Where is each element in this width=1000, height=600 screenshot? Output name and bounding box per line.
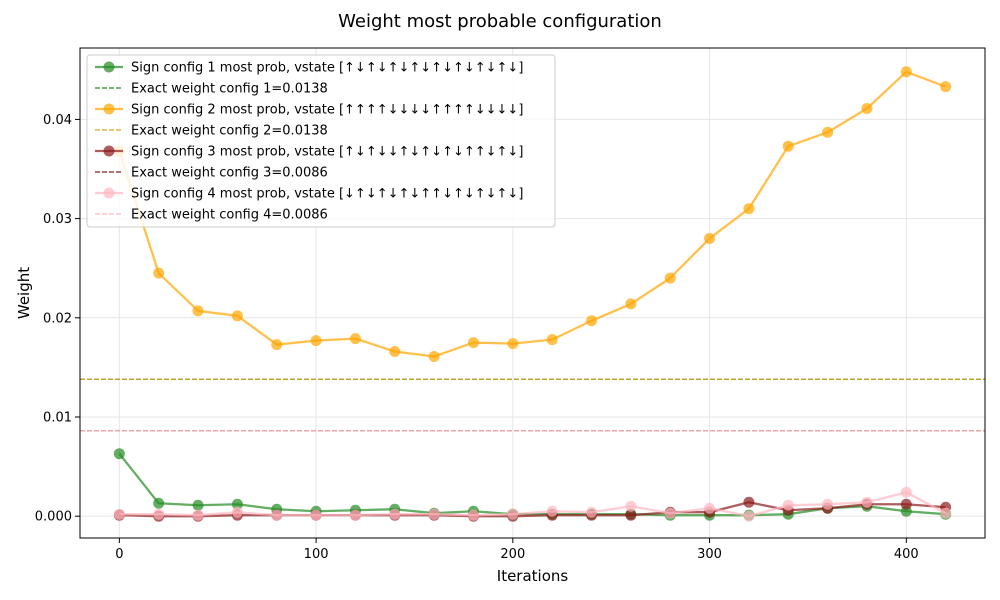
series-2-point (349, 333, 361, 345)
series-2-point (822, 126, 834, 138)
series-2-point (428, 350, 440, 362)
plot-frame (79, 47, 986, 539)
legend-label: Exact weight config 2=0.0138 (131, 124, 328, 139)
series-1-point (113, 448, 125, 460)
x-tick-label: 0 (115, 547, 123, 562)
x-tick-label: 300 (697, 547, 722, 562)
series-4-point (940, 507, 952, 519)
series-1-point (231, 498, 243, 510)
legend-swatch-marker (103, 145, 115, 157)
series-4 (113, 486, 952, 522)
legend-swatch-marker (103, 187, 115, 199)
series-2-point (271, 339, 283, 351)
series-4-point (389, 508, 401, 520)
y-axis-title: Weight (15, 267, 33, 319)
series-4-point (664, 507, 676, 519)
series-2-point (192, 305, 204, 317)
series-4-point (507, 508, 519, 520)
series-2-point (625, 298, 637, 310)
y-tick-label: 0.02 (43, 311, 72, 326)
series-4-point (271, 509, 283, 521)
series-line-4 (119, 491, 947, 518)
legend-label: Exact weight config 4=0.0086 (131, 208, 328, 223)
series-4-point (231, 506, 243, 518)
series-2-point (782, 140, 794, 152)
series-line-3 (119, 501, 946, 518)
exact-weight-lines (80, 378, 985, 432)
legend-label: Sign config 4 most prob, vstate [↓↑↓↑↓↑↓… (131, 187, 523, 202)
series-2-point (900, 66, 912, 78)
series-4-point (782, 499, 794, 511)
series-1-point (192, 499, 204, 511)
series-4-point (704, 502, 716, 514)
series-3-point (900, 498, 912, 510)
series-2-point (389, 346, 401, 358)
series-4-point (153, 508, 165, 520)
series-4-point (428, 508, 440, 520)
series-4-point (861, 496, 873, 508)
legend-label: Exact weight config 1=0.0138 (131, 82, 328, 97)
series-1-point (153, 497, 165, 509)
series-4-point (113, 508, 125, 520)
x-tick-label: 400 (894, 547, 919, 562)
series-2-point (153, 267, 165, 279)
legend-label: Sign config 2 most prob, vstate [↑↑↑↑↓↓↓… (131, 103, 523, 118)
series-4-point (546, 505, 558, 517)
legend-swatch-marker (103, 103, 115, 115)
x-axis-title: Iterations (497, 567, 569, 585)
series-4-point (822, 498, 834, 510)
legend-box (86, 54, 556, 228)
series-line-1 (118, 452, 946, 517)
series-2-point (861, 103, 873, 115)
series-2-point (586, 315, 598, 327)
series-2-point (743, 203, 755, 215)
legend-label: Sign config 1 most prob, vstate [↑↓↑↓↑↓↑… (131, 61, 523, 76)
series-4-point (625, 500, 637, 512)
series-4-point (310, 509, 322, 521)
y-axis: 0.000 0.01 0.02 0.03 0.04 (35, 113, 80, 525)
series-4-point (349, 509, 361, 521)
series-2 (113, 66, 952, 362)
series-line-2 (118, 70, 947, 358)
y-tick-label: 0.03 (43, 212, 72, 227)
series-2-point (231, 310, 243, 322)
series-2-point (664, 272, 676, 284)
series-2-point (507, 338, 519, 350)
legend-swatch-marker (103, 61, 115, 73)
series-4-point (743, 510, 755, 522)
chart-title: Weight most probable configuration (338, 11, 662, 32)
series-2-point (467, 337, 479, 349)
series-2-point (704, 232, 716, 244)
x-tick-label: 200 (500, 547, 525, 562)
series-4-point (900, 486, 912, 498)
series-2-point (940, 81, 952, 93)
series-3-point (743, 496, 755, 508)
series-2-point (546, 334, 558, 346)
legend-label: Exact weight config 3=0.0086 (131, 166, 328, 181)
series-group (113, 66, 952, 522)
x-tick-label: 100 (304, 547, 329, 562)
legend: Sign config 1 most prob, vstate [↑↓↑↓↑↓↑… (86, 54, 556, 228)
series-3-point (625, 509, 637, 521)
y-tick-label: 0.000 (35, 510, 72, 525)
series-4-point (467, 509, 479, 521)
x-axis: 0 100 200 300 400 (115, 538, 919, 562)
series-4-point (586, 506, 598, 518)
series-2-point (310, 335, 322, 347)
y-tick-label: 0.01 (43, 410, 72, 425)
y-tick-label: 0.04 (43, 113, 72, 128)
legend-label: Sign config 3 most prob, vstate [↑↓↑↓↓↑↓… (131, 145, 523, 160)
series-4-point (192, 509, 204, 521)
